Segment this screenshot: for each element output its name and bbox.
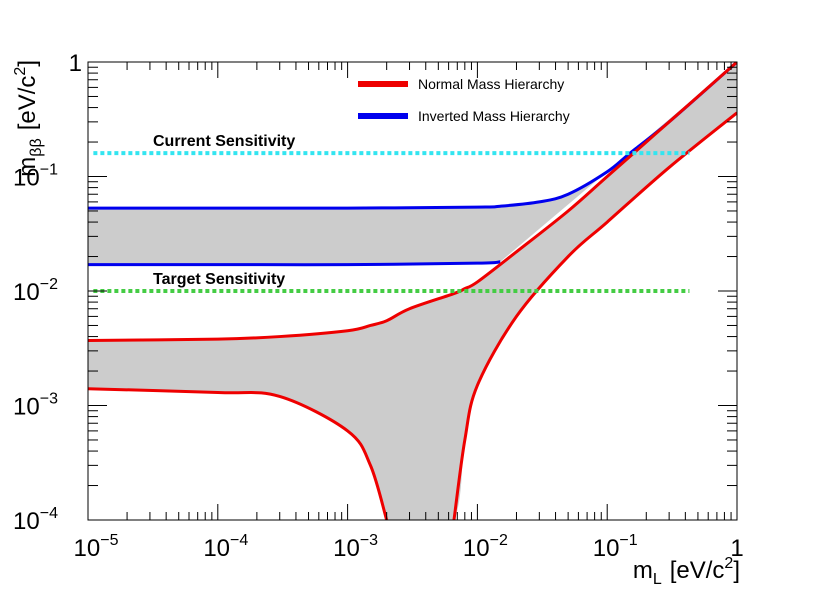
y-tick-label-base: 10 — [13, 279, 40, 306]
x-tick-label-base: 10 — [333, 535, 360, 562]
y-tick-label: 10−1 — [13, 162, 58, 192]
y-tick-label-base: 10 — [13, 165, 40, 192]
y-tick-label-exponent: −3 — [40, 391, 58, 408]
x-tick-label: 10−3 — [333, 532, 378, 562]
y-tick-label: 10−4 — [13, 505, 58, 535]
x-tick-label-base: 10 — [74, 535, 101, 562]
curve-lower — [88, 387, 389, 520]
y-title-unit: [eV/c — [14, 76, 41, 131]
reference-label: Target Sensitivity — [153, 271, 285, 288]
x-tick-label-exponent: −4 — [230, 532, 248, 549]
x-tick-label: 1 — [730, 535, 743, 562]
marks: Current Sensitivity Target Sensitivity Nor… — [13, 50, 744, 562]
y-title-sup: 2 — [12, 67, 29, 76]
plot-area — [88, 62, 737, 520]
x-tick-label: 10−4 — [203, 532, 248, 562]
legend-label: Normal Mass Hierarchy — [418, 76, 564, 92]
x-title-sub: L — [653, 571, 662, 588]
x-tick-label-base: 10 — [593, 535, 620, 562]
x-tick-label-base: 10 — [203, 535, 230, 562]
y-tick-label-exponent: −2 — [40, 276, 58, 293]
x-title-base: m — [633, 557, 653, 584]
x-tick-label: 10−2 — [463, 532, 508, 562]
x-tick-label: 10−5 — [74, 532, 119, 562]
reference-label: Current Sensitivity — [153, 133, 295, 150]
curve-upper — [88, 62, 737, 210]
y-tick-label-exponent: −4 — [40, 505, 58, 522]
curve-upper — [88, 62, 737, 342]
y-title-base: m — [14, 157, 41, 177]
y-axis-title: mββ [eV/c2] — [12, 60, 45, 177]
y-tick-label-base: 10 — [13, 394, 40, 421]
x-tick-label-exponent: −1 — [619, 532, 637, 549]
x-tick-label-exponent: −3 — [360, 532, 378, 549]
x-title-sup: 2 — [724, 555, 733, 572]
x-tick-label-exponent: −2 — [490, 532, 508, 549]
x-title-close: ] — [733, 557, 740, 584]
curve-lower — [452, 111, 737, 520]
x-tick-label-base: 10 — [463, 535, 490, 562]
y-tick-label-exponent: −1 — [40, 162, 58, 179]
y-tick-label: 10−2 — [13, 276, 58, 306]
y-title-close: ] — [14, 60, 41, 67]
x-tick-label-exponent: −5 — [100, 532, 118, 549]
x-tick-label: 10−1 — [593, 532, 638, 562]
x-axis-title: mL [eV/c2] — [633, 555, 740, 588]
y-tick-label: 1 — [69, 50, 82, 77]
allowed-band — [88, 62, 737, 520]
curve-lower — [88, 260, 501, 267]
y-title-sub: ββ — [28, 138, 45, 156]
allowed-band — [88, 62, 737, 265]
y-tick-label: 10−3 — [13, 391, 58, 421]
legend-label: Inverted Mass Hierarchy — [418, 108, 570, 124]
y-tick-label-base: 10 — [13, 508, 40, 535]
x-title-unit: [eV/c — [670, 557, 725, 584]
